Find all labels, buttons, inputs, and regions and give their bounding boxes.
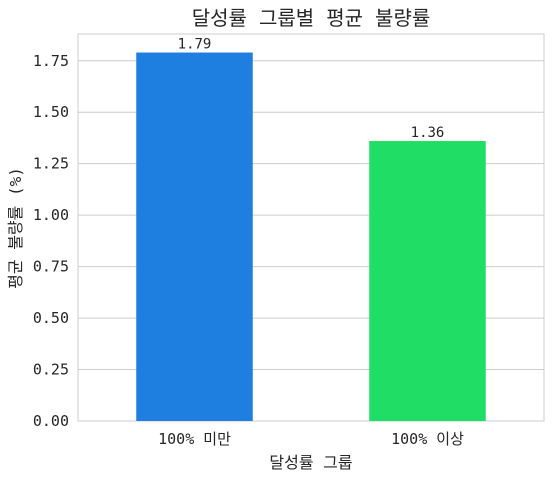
y-tick-labels: 0.00 0.25 0.50 0.75 1.00 1.25 1.50 1.75 [33,52,69,430]
x-tick-label: 100% 미만 [158,430,231,448]
y-tick-label: 0.00 [33,412,69,430]
y-tick-label: 1.00 [33,206,69,224]
bar [136,52,253,421]
x-axis-label: 달성률 그룹 [269,453,352,472]
data-labels: 1.79 1.36 [178,37,445,142]
y-axis-label: 평균 불량률 (%) [6,167,25,289]
y-tick-label: 0.75 [33,258,69,276]
x-tick-label: 100% 이상 [391,430,464,448]
bars [136,52,486,422]
y-tick-label: 0.25 [33,361,69,379]
x-tick-labels: 100% 미만 100% 이상 [158,430,464,448]
y-tick-label: 1.50 [33,103,69,121]
bar [369,141,486,422]
bar-value-label: 1.36 [411,125,445,141]
plot-area-frame [77,33,545,422]
y-tick-label: 0.50 [33,309,69,327]
chart-title: 달성률 그룹별 평균 불량률 [192,6,431,30]
y-tick-label: 1.75 [33,52,69,70]
y-tick-label: 1.25 [33,155,69,173]
bar-value-label: 1.79 [178,37,212,53]
